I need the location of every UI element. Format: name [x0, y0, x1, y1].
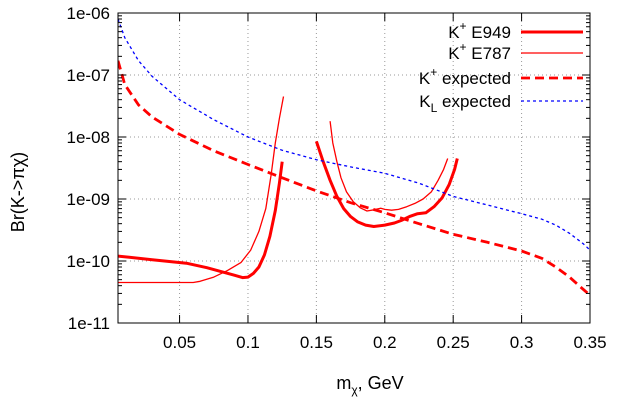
- legend-label-rest: E949: [467, 23, 511, 42]
- legend-label-base: K: [448, 44, 460, 63]
- legend-label-rest: expected: [437, 69, 511, 88]
- legend-label-0: K+ E949: [448, 19, 511, 42]
- x-tick-label: 0.2: [373, 333, 397, 352]
- y-tick-label: 1e-08: [67, 128, 110, 147]
- series-1-line-1: [329, 121, 449, 212]
- legend-label-base: K: [419, 69, 431, 88]
- y-tick-label: 1e-11: [68, 314, 110, 333]
- plot-frame: [117, 12, 591, 324]
- x-axis-label-subscript: χ: [351, 383, 358, 397]
- legend-label-3: KL expected: [419, 92, 511, 115]
- x-axis-label: mχ, GeV: [336, 373, 403, 397]
- grid: [118, 12, 591, 324]
- x-tick-label: 0.35: [573, 333, 606, 352]
- legend-label-subscript: L: [431, 101, 438, 115]
- x-axis-label-unit: , GeV: [358, 373, 404, 393]
- series-layer: [118, 18, 590, 297]
- legend-label-2: K+ expected: [419, 65, 511, 88]
- y-tick-label: 1e-06: [67, 4, 110, 23]
- ticks: 0.05 0.1 0.15 0.2 0.25 0.3 0.35 1e-11 1e-10 1e-09…: [67, 4, 607, 352]
- x-axis-label-base: m: [336, 373, 351, 393]
- x-tick-label: 0.25: [437, 333, 470, 352]
- series-2-line-0: [118, 60, 590, 297]
- legend-label-base: K: [448, 23, 460, 42]
- x-tick-label: 0.1: [236, 333, 260, 352]
- series-1-line-0: [118, 96, 285, 284]
- legend-label-base: K: [419, 92, 431, 111]
- y-tick-label: 1e-09: [67, 190, 110, 209]
- x-tick-label: 0.15: [300, 333, 333, 352]
- legend-label-1: K+ E787: [448, 40, 511, 63]
- series-0-line-0: [118, 161, 284, 280]
- series-3-line-0: [118, 18, 590, 251]
- legend-label-superscript: +: [460, 19, 467, 33]
- legend-label-superscript: +: [460, 40, 467, 54]
- legend-label-superscript: +: [430, 65, 437, 79]
- x-tick-label: 0.05: [163, 333, 196, 352]
- legend-label-rest: expected: [437, 92, 511, 111]
- y-tick-label: 1e-07: [67, 66, 110, 85]
- y-axis-label: Br(K->πχ): [8, 152, 28, 232]
- x-tick-label: 0.3: [510, 333, 534, 352]
- legend-label-rest: E787: [467, 44, 511, 63]
- y-tick-label: 1e-10: [67, 252, 110, 271]
